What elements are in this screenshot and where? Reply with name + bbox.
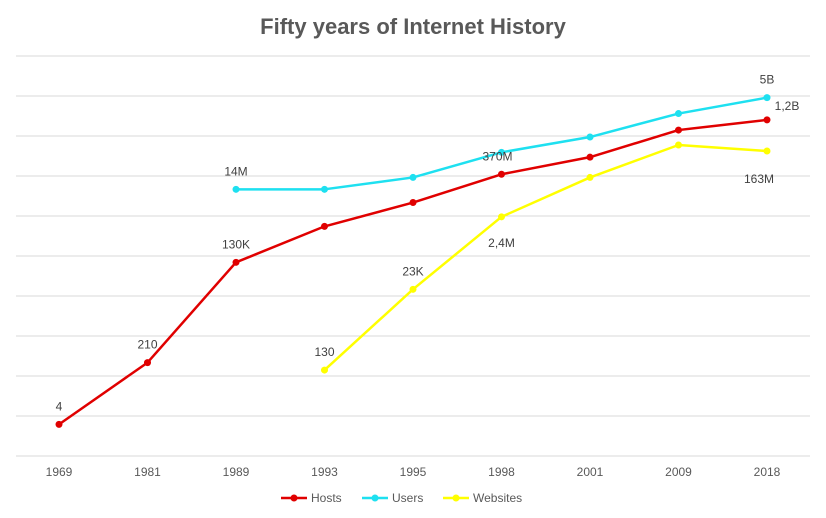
legend-item-users: Users [362, 491, 423, 505]
data-point-hosts [55, 420, 63, 428]
x-tick-label: 1995 [400, 465, 427, 479]
data-labels: 4 210 130K 370M 1,2B 14M 5B 130 23K 2,4M 163M [56, 73, 800, 414]
data-point-hosts [144, 359, 151, 367]
chart-title: Fifty years of Internet History [260, 14, 566, 39]
legend-marker [290, 494, 298, 502]
data-point-websites [763, 147, 771, 155]
data-label-websites: 23K [402, 264, 423, 278]
legend-label: Websites [473, 491, 522, 505]
x-tick-label: 1993 [311, 465, 338, 479]
grid [16, 55, 810, 457]
data-point-users [232, 185, 240, 193]
data-label-users: 14M [224, 164, 247, 178]
data-point-websites [498, 213, 505, 221]
x-axis: 1969 1981 1989 1993 1995 1998 2001 2009 2018 [46, 465, 781, 479]
data-point-users [409, 173, 417, 181]
legend-label: Hosts [311, 491, 342, 505]
series-line-websites [323, 143, 768, 371]
series-websites [321, 141, 771, 374]
data-point-users [321, 185, 328, 193]
data-point-hosts [321, 222, 328, 230]
data-label-hosts: 370M [482, 149, 512, 163]
data-point-hosts [498, 170, 505, 178]
data-point-websites [586, 173, 594, 181]
data-label-hosts: 4 [56, 399, 63, 413]
data-point-hosts [409, 199, 417, 207]
data-label-users: 5B [760, 73, 775, 87]
data-label-websites: 130 [314, 345, 334, 359]
data-point-users [498, 148, 505, 156]
legend-marker [371, 494, 379, 502]
x-tick-label: 1989 [223, 465, 250, 479]
data-label-websites: 163M [744, 172, 774, 186]
legend-marker [452, 494, 460, 502]
x-tick-label: 2018 [754, 465, 781, 479]
x-tick-label: 1981 [134, 465, 161, 479]
series-lines [55, 94, 771, 428]
data-label-hosts: 1,2B [775, 99, 800, 113]
data-point-websites [675, 141, 682, 149]
legend-label: Users [392, 491, 423, 505]
data-label-hosts: 210 [137, 338, 157, 352]
series-hosts [55, 116, 771, 428]
data-label-hosts: 130K [222, 237, 250, 251]
legend-item-websites: Websites [443, 491, 522, 505]
data-point-users [675, 110, 682, 118]
x-tick-label: 1998 [488, 465, 515, 479]
x-tick-label: 2009 [665, 465, 692, 479]
legend-item-hosts: Hosts [281, 491, 342, 505]
series-users [232, 94, 771, 193]
data-point-users [763, 94, 771, 102]
x-tick-label: 1969 [46, 465, 73, 479]
data-point-users [586, 133, 594, 141]
data-point-websites [409, 285, 417, 293]
data-point-hosts [763, 116, 771, 124]
data-point-hosts [232, 258, 240, 266]
data-point-hosts [675, 126, 682, 134]
legend: Hosts Users Websites [281, 491, 522, 505]
data-point-websites [321, 366, 328, 374]
x-tick-label: 2001 [577, 465, 604, 479]
data-point-hosts [586, 153, 594, 161]
data-label-websites: 2,4M [488, 236, 515, 250]
